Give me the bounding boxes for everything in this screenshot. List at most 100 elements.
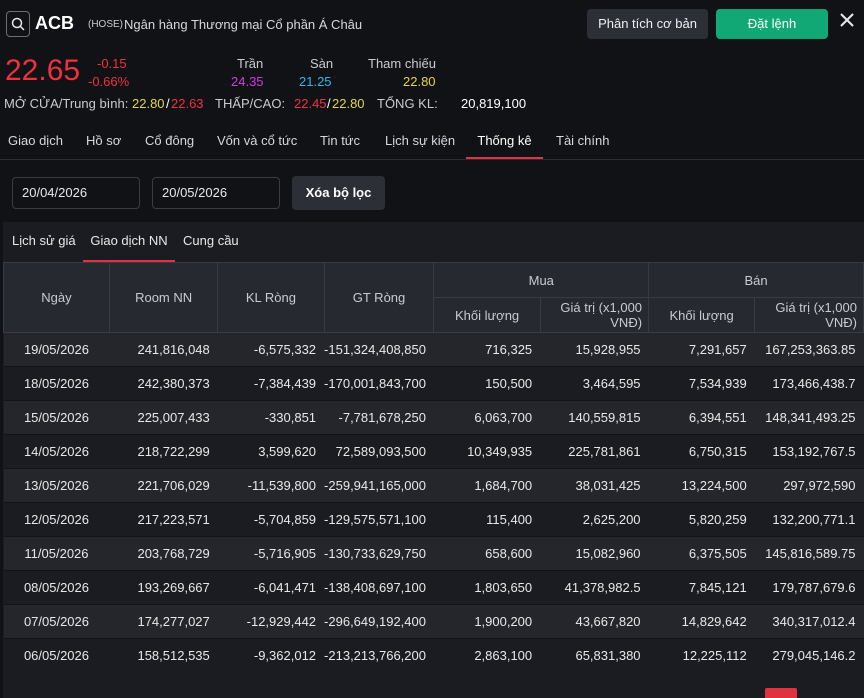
cell-room: 242,380,373	[109, 366, 218, 401]
cell-date: 08/05/2026	[3, 570, 110, 605]
subtab-supply-demand[interactable]: Cung cầu	[183, 233, 239, 248]
tab-news[interactable]: Tin tức	[320, 133, 361, 148]
tab-capital-dividends[interactable]: Vốn và cổ tức	[217, 133, 298, 148]
cell-sell-volume: 14,829,642	[648, 604, 755, 639]
subtab-price-history[interactable]: Lịch sử giá	[12, 233, 76, 248]
cell-sell-value: 145,816,589.75	[754, 536, 864, 571]
table-row[interactable]: 15/05/2026 225,007,433 -330,851 -7,781,678,…	[3, 400, 864, 435]
tab-events[interactable]: Lịch sự kiện	[385, 133, 456, 148]
from-date-input[interactable]: 20/04/2026	[12, 177, 140, 209]
header-date[interactable]: Ngày	[3, 262, 110, 333]
table-row[interactable]: 07/05/2026 174,277,027 -12,929,442 -296,649…	[3, 604, 864, 639]
header-sell-value[interactable]: Giá trị (x1,000 VNĐ)	[754, 297, 864, 333]
cell-room: 221,706,029	[109, 468, 218, 503]
cell-date: 19/05/2026	[3, 332, 110, 367]
search-button[interactable]	[6, 11, 30, 37]
tab-shareholders[interactable]: Cổ đông	[145, 133, 195, 148]
table-row[interactable]: 19/05/2026 241,816,048 -6,575,332 -151,324,…	[3, 332, 864, 367]
cell-sell-value: 173,466,438.7	[754, 366, 864, 401]
tab-trading[interactable]: Giao dịch	[8, 133, 63, 148]
floor-price: 21.25	[299, 74, 332, 89]
cell-buy-volume: 1,900,200	[433, 604, 541, 639]
cell-sell-value: 153,192,767.5	[754, 434, 864, 469]
floor-label: Sàn	[310, 56, 334, 71]
clear-filter-button[interactable]: Xóa bộ lọc	[292, 176, 385, 210]
cell-buy-value: 3,464,595	[540, 366, 649, 401]
cell-buy-value: 225,781,861	[540, 434, 649, 469]
average-price: 22.63	[171, 96, 204, 111]
search-icon	[11, 17, 25, 31]
table-row[interactable]: 06/05/2026 158,512,535 -9,362,012 -213,213,…	[3, 638, 864, 673]
cell-sell-volume: 13,224,500	[648, 468, 755, 503]
close-icon	[840, 13, 854, 27]
high-price: 22.80	[332, 96, 365, 111]
cell-buy-volume: 10,349,935	[433, 434, 541, 469]
header-sell-volume[interactable]: Khối lượng	[648, 297, 756, 333]
total-volume-label: TỔNG KL:	[377, 96, 438, 111]
cell-room: 174,277,027	[109, 604, 218, 639]
cell-date: 11/05/2026	[3, 536, 110, 571]
ceiling-price: 24.35	[231, 74, 264, 89]
cell-buy-volume: 1,803,650	[433, 570, 541, 605]
table-row[interactable]: 08/05/2026 193,269,667 -6,041,471 -138,408,…	[3, 570, 864, 605]
table-row[interactable]: 14/05/2026 218,722,299 3,599,620 72,589,093…	[3, 434, 864, 469]
fundamental-analysis-button[interactable]: Phân tích cơ bản	[587, 9, 708, 39]
cell-net-value: -170,001,843,700	[324, 366, 434, 401]
cell-buy-volume: 2,863,100	[433, 638, 541, 673]
header-buy-value[interactable]: Giá trị (x1,000 VNĐ)	[539, 297, 650, 333]
cell-net-volume: -6,041,471	[217, 570, 325, 605]
table-row[interactable]: 11/05/2026 203,768,729 -5,716,905 -130,733,…	[3, 536, 864, 571]
cell-sell-value: 132,200,771.1	[754, 502, 864, 537]
open-average-label: MỞ CỬA/Trung bình:	[4, 96, 129, 111]
cell-net-value: -129,575,571,100	[324, 502, 434, 537]
cell-net-value: 72,589,093,500	[324, 434, 434, 469]
cell-buy-volume: 150,500	[433, 366, 541, 401]
top-bar: ACB (HOSE) Ngân hàng Thương mại Cổ phần …	[0, 0, 864, 50]
cell-net-volume: -5,716,905	[217, 536, 325, 571]
ticker-symbol: ACB	[35, 13, 74, 33]
scroll-indicator[interactable]	[765, 688, 797, 698]
table-row[interactable]: 12/05/2026 217,223,571 -5,704,859 -129,575,…	[3, 502, 864, 537]
cell-date: 15/05/2026	[3, 400, 110, 435]
cell-room: 241,816,048	[109, 332, 218, 367]
cell-sell-volume: 7,845,121	[648, 570, 755, 605]
low-price: 22.45	[294, 96, 327, 111]
cell-sell-volume: 6,375,505	[648, 536, 755, 571]
cell-room: 158,512,535	[109, 638, 218, 673]
cell-sell-volume: 12,225,112	[648, 638, 755, 673]
total-volume: 20,819,100	[461, 96, 527, 111]
header-sell: Bán	[648, 262, 864, 298]
table-row[interactable]: 18/05/2026 242,380,373 -7,384,439 -170,001,…	[3, 366, 864, 401]
cell-net-volume: -5,704,859	[217, 502, 325, 537]
cell-sell-volume: 6,394,551	[648, 400, 755, 435]
cell-sell-value: 179,787,679.6	[754, 570, 864, 605]
header-buy-volume[interactable]: Khối lượng	[433, 297, 541, 333]
tab-profile[interactable]: Hồ sơ	[86, 133, 122, 148]
cell-net-volume: -7,384,439	[217, 366, 325, 401]
close-button[interactable]	[838, 11, 858, 33]
cell-date: 06/05/2026	[3, 638, 110, 673]
header-net-value[interactable]: GT Ròng	[323, 262, 435, 333]
subtab-foreign-trading[interactable]: Giao dịch NN	[83, 222, 175, 262]
cell-sell-value: 297,972,590	[754, 468, 864, 503]
cell-buy-value: 2,625,200	[540, 502, 649, 537]
to-date-input[interactable]: 20/05/2026	[152, 177, 280, 209]
cell-sell-value: 279,045,146.2	[754, 638, 864, 673]
cell-buy-value: 65,831,380	[540, 638, 649, 673]
cell-date: 14/05/2026	[3, 434, 110, 469]
header-net-volume[interactable]: KL Ròng	[217, 262, 325, 333]
cell-date: 18/05/2026	[3, 366, 110, 401]
exchange-label: (HOSE)	[88, 19, 123, 30]
tab-statistics[interactable]: Thống kê	[466, 126, 543, 159]
tab-financials[interactable]: Tài chính	[556, 133, 610, 148]
cell-buy-volume: 6,063,700	[433, 400, 541, 435]
place-order-button[interactable]: Đặt lệnh	[716, 9, 828, 39]
table-row[interactable]: 13/05/2026 221,706,029 -11,539,800 -259,941…	[3, 468, 864, 503]
cell-buy-value: 140,559,815	[540, 400, 649, 435]
cell-sell-value: 148,341,493.25	[754, 400, 864, 435]
cell-sell-volume: 6,750,315	[648, 434, 755, 469]
cell-sell-value: 167,253,363.85	[754, 332, 864, 367]
header-room[interactable]: Room NN	[108, 262, 219, 333]
table-body: 19/05/2026 241,816,048 -6,575,332 -151,324,…	[3, 332, 864, 673]
cell-net-value: -151,324,408,850	[324, 332, 434, 367]
